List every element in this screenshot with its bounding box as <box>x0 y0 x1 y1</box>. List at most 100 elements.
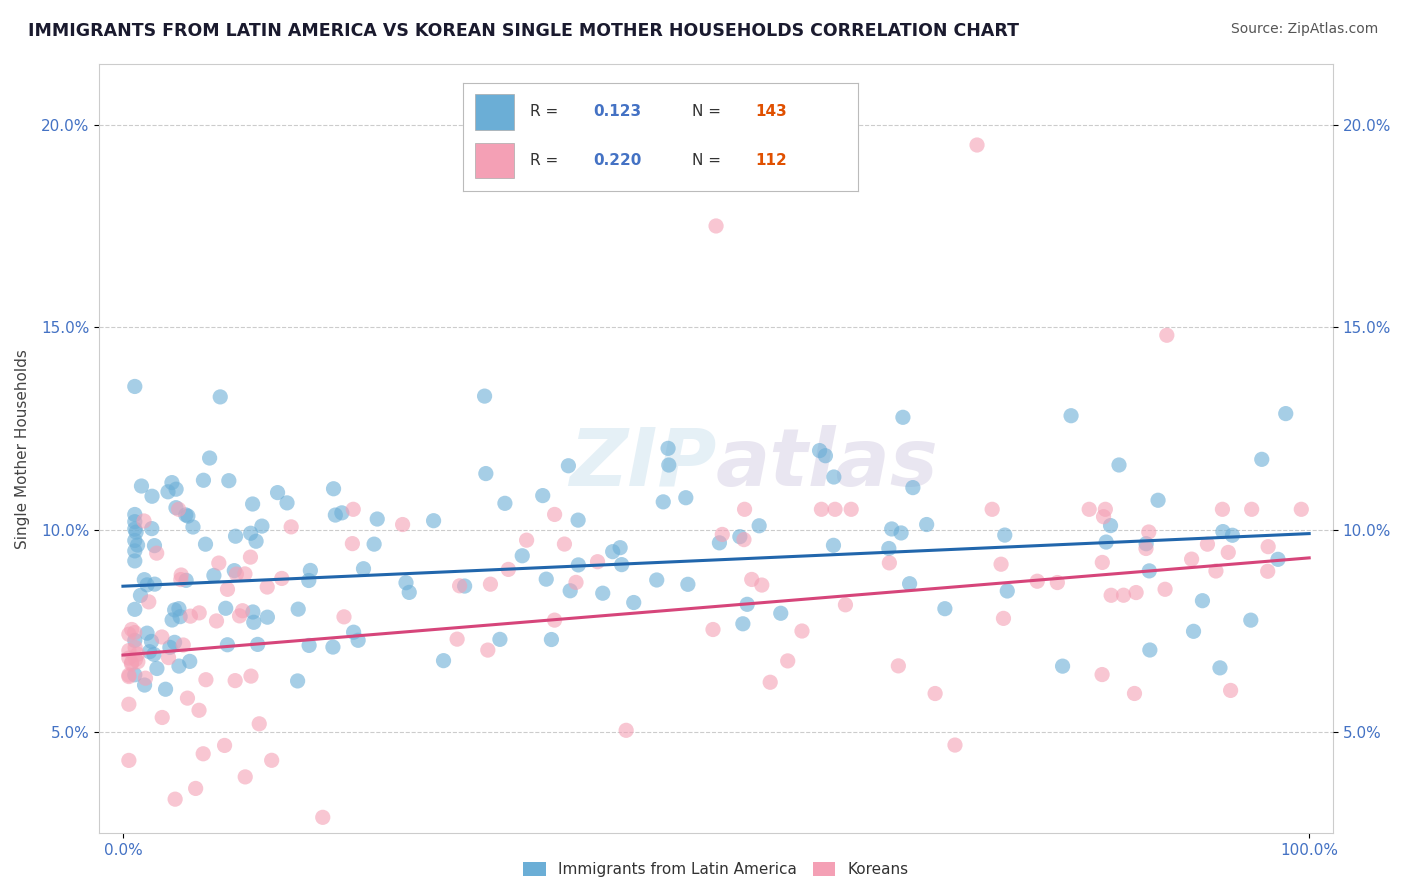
Point <box>477 643 499 657</box>
Point <box>193 747 215 761</box>
Point <box>1046 575 1069 590</box>
Point <box>1125 585 1147 599</box>
Point <box>1135 537 1157 551</box>
Point <box>124 640 146 655</box>
Point <box>543 613 565 627</box>
Point <box>924 686 946 700</box>
Point <box>474 389 496 403</box>
Point <box>118 643 141 657</box>
Point <box>169 609 191 624</box>
Point <box>141 522 163 536</box>
Point <box>751 578 773 592</box>
Point <box>446 632 468 647</box>
Point <box>560 583 582 598</box>
Point <box>177 509 200 524</box>
Point <box>194 673 217 687</box>
Point <box>748 518 770 533</box>
Point <box>233 566 256 581</box>
Point <box>124 554 146 568</box>
Point <box>225 567 247 582</box>
Point <box>516 533 538 548</box>
Point <box>146 661 169 675</box>
Point <box>1060 409 1083 423</box>
Point <box>769 607 792 621</box>
Point <box>124 633 146 648</box>
Point <box>790 624 813 638</box>
Point <box>592 586 614 600</box>
Point <box>118 627 141 641</box>
Point <box>728 530 751 544</box>
Text: IMMIGRANTS FROM LATIN AMERICA VS KOREAN SINGLE MOTHER HOUSEHOLDS CORRELATION CHA: IMMIGRANTS FROM LATIN AMERICA VS KOREAN … <box>28 22 1019 40</box>
Point <box>1091 556 1114 570</box>
Point <box>366 512 388 526</box>
Point <box>839 502 862 516</box>
Point <box>299 564 322 578</box>
Point <box>1191 593 1213 607</box>
Point <box>565 575 588 590</box>
Point <box>536 572 558 586</box>
Point <box>814 449 837 463</box>
Point <box>118 753 141 767</box>
Point <box>127 538 149 552</box>
Point <box>1222 528 1244 542</box>
Point <box>242 605 264 619</box>
Point <box>915 517 938 532</box>
Point <box>1108 458 1130 472</box>
Point <box>124 533 146 548</box>
Point <box>157 650 180 665</box>
Point <box>150 710 173 724</box>
Point <box>1135 541 1157 556</box>
Point <box>145 546 167 560</box>
Point <box>735 597 758 611</box>
Point <box>205 614 228 628</box>
Point <box>330 506 353 520</box>
Point <box>118 669 141 683</box>
Point <box>391 517 413 532</box>
Point <box>143 648 166 662</box>
Point <box>934 601 956 615</box>
Point <box>131 479 153 493</box>
Point <box>981 502 1004 516</box>
Point <box>239 526 262 541</box>
Point <box>240 669 263 683</box>
Point <box>217 638 239 652</box>
Point <box>143 577 166 591</box>
Point <box>181 520 204 534</box>
Point <box>194 537 217 551</box>
Point <box>353 562 375 576</box>
Point <box>170 568 193 582</box>
Point <box>342 536 364 550</box>
Point <box>214 739 236 753</box>
Point <box>877 541 900 556</box>
Point <box>342 625 364 640</box>
Point <box>124 508 146 522</box>
Point <box>124 625 146 640</box>
Point <box>1257 564 1279 578</box>
Point <box>163 603 186 617</box>
Point <box>887 658 910 673</box>
Point <box>127 655 149 669</box>
Point <box>125 525 148 540</box>
Point <box>1181 552 1204 566</box>
Point <box>1099 588 1122 602</box>
Point <box>449 579 471 593</box>
Point <box>1212 524 1234 539</box>
Point <box>1154 582 1177 597</box>
Text: ZIP: ZIP <box>568 425 716 503</box>
Point <box>824 502 846 516</box>
Point <box>150 630 173 644</box>
Point <box>280 520 302 534</box>
Point <box>287 673 309 688</box>
Point <box>652 495 675 509</box>
Point <box>138 645 160 659</box>
Point <box>215 601 238 615</box>
Point <box>1211 502 1233 516</box>
Point <box>623 595 645 609</box>
Point <box>567 558 589 572</box>
Point <box>759 675 782 690</box>
Point <box>657 442 679 456</box>
Point <box>132 514 155 528</box>
Point <box>124 652 146 666</box>
Point <box>167 502 190 516</box>
Point <box>225 529 247 543</box>
